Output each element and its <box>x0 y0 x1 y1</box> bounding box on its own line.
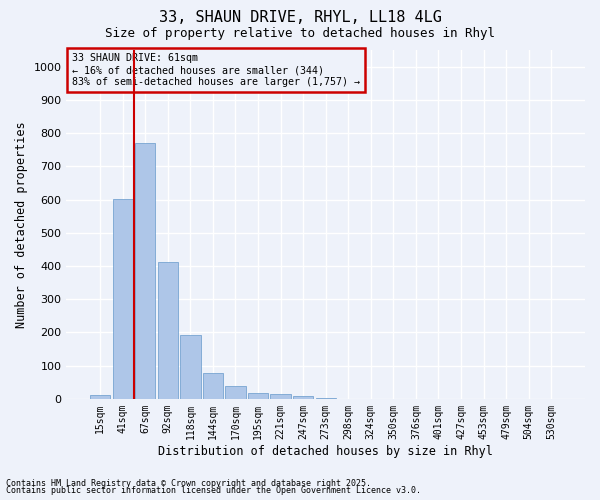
X-axis label: Distribution of detached houses by size in Rhyl: Distribution of detached houses by size … <box>158 444 493 458</box>
Bar <box>113 198 133 399</box>
Text: Size of property relative to detached houses in Rhyl: Size of property relative to detached ho… <box>105 28 495 40</box>
Bar <box>90 395 110 399</box>
Bar <box>180 334 200 399</box>
Bar <box>248 393 268 399</box>
Y-axis label: Number of detached properties: Number of detached properties <box>15 121 28 328</box>
Text: 33, SHAUN DRIVE, RHYL, LL18 4LG: 33, SHAUN DRIVE, RHYL, LL18 4LG <box>158 10 442 25</box>
Text: Contains public sector information licensed under the Open Government Licence v3: Contains public sector information licen… <box>6 486 421 495</box>
Bar <box>226 386 245 399</box>
Text: 33 SHAUN DRIVE: 61sqm
← 16% of detached houses are smaller (344)
83% of semi-det: 33 SHAUN DRIVE: 61sqm ← 16% of detached … <box>71 54 359 86</box>
Text: Contains HM Land Registry data © Crown copyright and database right 2025.: Contains HM Land Registry data © Crown c… <box>6 478 371 488</box>
Bar <box>316 398 336 399</box>
Bar <box>293 396 313 399</box>
Bar <box>271 394 291 399</box>
Bar <box>203 372 223 399</box>
Bar <box>135 143 155 399</box>
Bar <box>158 262 178 399</box>
